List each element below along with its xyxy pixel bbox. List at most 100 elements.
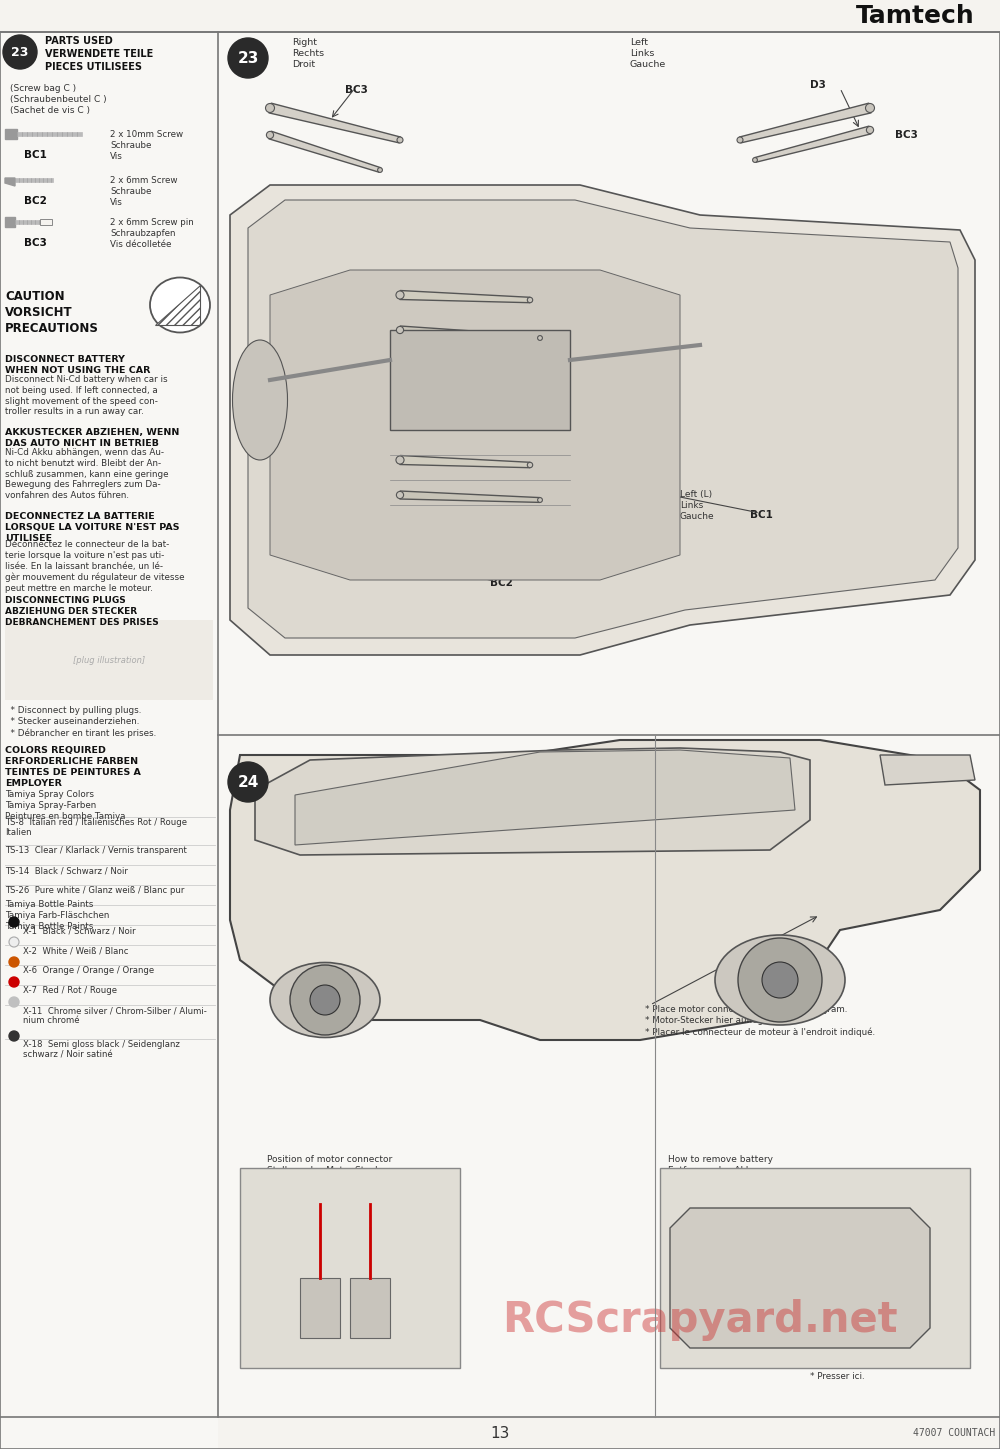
Text: RCScrapyard.net: RCScrapyard.net [502,1298,898,1340]
Circle shape [538,497,542,503]
Circle shape [9,1032,19,1040]
Polygon shape [400,455,530,468]
Circle shape [538,336,542,341]
Text: Right (R)
Rechts
Droit: Right (R) Rechts Droit [375,309,415,339]
Polygon shape [5,178,15,185]
Text: Tamiya Spray Colors
Tamiya Spray-Farben
Peintures en bombe Tamiya: Tamiya Spray Colors Tamiya Spray-Farben … [5,790,126,820]
Polygon shape [230,740,980,1040]
Bar [5,620,213,700]
Text: Position of motor connector
Stellung des Motor-Steckers
Position du connecteur d: Position of motor connector Stellung des… [253,1155,407,1187]
Bar [218,32,1000,735]
Text: X-11  Chrome silver / Chrom-Silber / Alumi-
nium chromé: X-11 Chrome silver / Chrom-Silber / Alum… [23,1006,207,1026]
Text: BC1: BC1 [545,290,568,300]
Ellipse shape [715,935,845,1024]
Text: AKKUSTECKER ABZIEHEN, WENN
DAS AUTO NICHT IN BETRIEB: AKKUSTECKER ABZIEHEN, WENN DAS AUTO NICH… [5,427,179,448]
Circle shape [527,462,533,468]
Text: 13: 13 [490,1426,510,1440]
Text: 2 x 10mm Screw
Schraube
Vis: 2 x 10mm Screw Schraube Vis [110,130,183,161]
Circle shape [9,977,19,987]
Bar [15,220,40,225]
Bar [0,32,218,1449]
Text: D3: D3 [810,80,826,90]
Polygon shape [255,748,810,855]
Circle shape [228,38,268,78]
Bar [5,217,15,227]
Text: * Place motor connector as shown in diagram.
* Motor-Stecker hier auflegen.
* Pl: * Place motor connector as shown in diag… [645,1006,875,1037]
Bar [17,132,82,136]
Text: BC3: BC3 [895,130,918,141]
Circle shape [378,168,382,172]
Circle shape [9,938,19,948]
Circle shape [3,35,37,70]
Polygon shape [248,200,958,638]
Circle shape [753,158,757,162]
Text: BC2: BC2 [270,341,293,351]
Polygon shape [400,491,540,503]
Bar [15,178,53,183]
Polygon shape [400,326,540,341]
Circle shape [397,138,403,143]
Polygon shape [880,755,975,785]
Text: CAUTION
VORSICHT
PRECAUTIONS: CAUTION VORSICHT PRECAUTIONS [5,290,99,335]
Circle shape [737,138,743,143]
Polygon shape [155,285,200,325]
Circle shape [266,132,274,139]
Text: How to remove battery
Entfernen des Akkus
Comment démonter la batterie: How to remove battery Entfernen des Akku… [668,1155,810,1187]
Circle shape [762,962,798,998]
Text: 47007 COUNTACH: 47007 COUNTACH [913,1429,995,1437]
Bar [40,219,52,225]
Text: BC1: BC1 [24,151,46,159]
Circle shape [396,491,404,498]
Text: BC1: BC1 [750,510,773,520]
Circle shape [266,103,275,113]
Bar [350,1278,390,1337]
Text: DISCONNECTING PLUGS
ABZIEHUNG DER STECKER
DEBRANCHEMENT DES PRISES: DISCONNECTING PLUGS ABZIEHUNG DER STECKE… [5,596,159,627]
Text: DISCONNECT BATTERY
WHEN NOT USING THE CAR: DISCONNECT BATTERY WHEN NOT USING THE CA… [5,355,150,375]
Text: Right
Rechts
Droit: Right Rechts Droit [292,38,324,68]
Text: 2 x 6mm Screw pin
Schraubzapfen
Vis décolletée: 2 x 6mm Screw pin Schraubzapfen Vis déco… [110,217,194,248]
Text: TS-13  Clear / Klarlack / Vernis transparent: TS-13 Clear / Klarlack / Vernis transpar… [5,846,187,855]
Text: COLORS REQUIRED
ERFORDERLICHE FARBEN
TEINTES DE PEINTURES A
EMPLOYER: COLORS REQUIRED ERFORDERLICHE FARBEN TEI… [5,746,141,788]
Text: BC3: BC3 [24,238,46,248]
Text: DECONNECTEZ LA BATTERIE
LORSQUE LA VOITURE N'EST PAS
UTILISEE: DECONNECTEZ LA BATTERIE LORSQUE LA VOITU… [5,511,180,543]
Polygon shape [400,290,530,303]
Text: X-6  Orange / Orange / Orange: X-6 Orange / Orange / Orange [23,966,154,975]
Text: * Disconnect by pulling plugs.
  * Stecker auseinanderziehen.
  * Débrancher en : * Disconnect by pulling plugs. * Stecker… [5,706,156,738]
Ellipse shape [270,962,380,1037]
Bar [240,1168,460,1368]
Polygon shape [754,126,871,162]
Text: Tamtech: Tamtech [856,4,975,28]
Text: Ni-Cd Akku abhängen, wenn das Au-
to nicht benutzt wird. Bleibt der An-
schluß z: Ni-Cd Akku abhängen, wenn das Au- to nic… [5,448,169,500]
Text: 2 x 6mm Screw
Schraube
Vis: 2 x 6mm Screw Schraube Vis [110,175,178,207]
Circle shape [527,297,533,303]
Text: Left (L)
Links
Gauche: Left (L) Links Gauche [680,490,715,520]
Text: BC2: BC2 [24,196,46,206]
Polygon shape [295,751,795,845]
Circle shape [9,917,19,927]
Text: 23: 23 [11,45,29,58]
Text: X-1  Black / Schwarz / Noir: X-1 Black / Schwarz / Noir [23,926,136,935]
Text: TS-26  Pure white / Glanz weiß / Blanc pur: TS-26 Pure white / Glanz weiß / Blanc pu… [5,885,184,895]
Text: (Screw bag C )
(Schraubenbeutel C )
(Sachet de vis C ): (Screw bag C ) (Schraubenbeutel C ) (Sac… [10,84,107,116]
Circle shape [310,985,340,1014]
Text: TS-8  Italian red / Italienisches Rot / Rouge
Italien: TS-8 Italian red / Italienisches Rot / R… [5,819,187,838]
Text: 23: 23 [237,51,259,65]
Text: BC3: BC3 [345,85,368,96]
Bar [300,1278,340,1337]
Bar [218,735,1000,1417]
Text: Disconnect Ni-Cd battery when car is
not being used. If left connected, a
slight: Disconnect Ni-Cd battery when car is not… [5,375,168,416]
Circle shape [290,965,360,1035]
Polygon shape [269,103,401,143]
Text: Left
Links
Gauche: Left Links Gauche [630,38,666,68]
Text: 24: 24 [237,775,259,790]
Circle shape [228,762,268,801]
Ellipse shape [233,341,288,459]
Circle shape [9,997,19,1007]
Bar [660,1168,970,1368]
Polygon shape [230,185,975,655]
Text: X-7  Red / Rot / Rouge: X-7 Red / Rot / Rouge [23,985,117,995]
Circle shape [396,326,404,333]
Ellipse shape [150,278,210,332]
Text: Déconnectez le connecteur de la bat-
terie lorsque la voiture n'est pas uti-
lis: Déconnectez le connecteur de la bat- ter… [5,540,185,593]
Polygon shape [269,132,381,172]
